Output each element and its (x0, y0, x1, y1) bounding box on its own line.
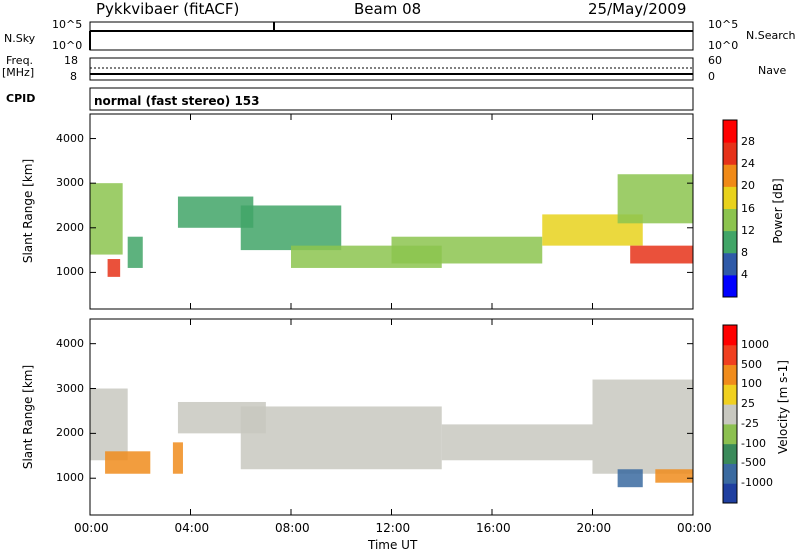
xtick-label-1: 04:00 (174, 521, 210, 535)
velocity-panel-ytick-label-2: 3000 (56, 381, 84, 395)
velocity-panel-band-4 (240, 406, 442, 470)
power-panel-band-0 (90, 183, 123, 255)
power-panel-colorbar-tick-1: 24 (741, 157, 755, 171)
power-panel-ytick-label-0: 1000 (56, 265, 84, 279)
nave-tick-top: 60 (708, 54, 722, 67)
velocity-panel-colorbar-swatch-6 (723, 364, 737, 385)
velocity-panel-colorbar-tick-6: -500 (741, 456, 766, 470)
power-panel-band-9 (617, 174, 693, 224)
velocity-panel-colorbar-swatch-4 (723, 404, 737, 425)
nsky-panel-frame (89, 21, 694, 51)
power-panel-colorbar-tick-5: 8 (741, 245, 748, 259)
power-panel-band-1 (107, 259, 121, 277)
date-label: 25/May/2009 (588, 0, 687, 18)
power-panel-colorbar-swatch-3 (723, 208, 737, 232)
power-panel-colorbar-tick-4: 12 (741, 223, 755, 237)
power-panel-colorbar-tick-6: 4 (741, 267, 748, 281)
velocity-panel-band-7 (617, 469, 643, 488)
power-panel-colorbar-swatch-7 (723, 120, 737, 143)
velocity-panel-colorbar-swatch-5 (723, 384, 737, 405)
nsky-tick-top: 10^5 (52, 18, 83, 31)
power-panel-colorbar-swatch-1 (723, 252, 737, 276)
nsearch-label: N.Search (746, 29, 796, 42)
velocity-ylabel: Slant Range [km] (21, 364, 35, 470)
power-ylabel: Slant Range [km] (21, 158, 35, 264)
velocity-panel-ytick-label-0: 1000 (56, 471, 84, 485)
velocity-panel-colorbar-swatch-3 (723, 423, 737, 445)
x-axis-title: Time UT (368, 538, 418, 552)
velocity-colorbar-label: Velocity [m s-1] (776, 360, 790, 454)
velocity-panel-band-0 (90, 388, 128, 461)
power-panel-colorbar-swatch-4 (723, 186, 737, 209)
velocity-panel-colorbar-tick-5: -100 (741, 436, 766, 450)
power-colorbar-label: Power [dB] (771, 178, 785, 244)
velocity-panel-colorbar-tick-1: 500 (741, 357, 762, 371)
cpid-value: normal (fast stereo) 153 (94, 94, 260, 108)
velocity-panel-band-5 (441, 424, 593, 461)
power-panel-ytick-label-3: 4000 (56, 131, 84, 145)
xtick-label-5: 20:00 (576, 521, 612, 535)
velocity-panel-colorbar-swatch-0 (723, 483, 737, 504)
nsearch-tick-top: 10^5 (708, 18, 739, 31)
velocity-panel-ytick-label-3: 4000 (56, 336, 84, 350)
power-panel-colorbar-tick-2: 20 (741, 179, 755, 193)
power-colorbar (722, 119, 738, 298)
freq-label: Freq. (6, 54, 34, 67)
beam-label: Beam 08 (354, 0, 422, 18)
velocity-panel-colorbar-swatch-8 (723, 325, 737, 346)
freq-tick-bottom: 8 (70, 70, 77, 83)
freq-unit: [MHz] (2, 66, 35, 79)
velocity-panel-colorbar-swatch-1 (723, 463, 737, 484)
power-panel-band-6 (391, 236, 543, 264)
nave-label: Nave (758, 64, 787, 77)
velocity-panel-colorbar-tick-0: 1000 (741, 337, 769, 351)
power-panel-colorbar-swatch-5 (723, 164, 737, 187)
xtick-label-4: 16:00 (476, 521, 511, 535)
velocity-panel-colorbar-swatch-7 (723, 344, 737, 366)
power-panel-band-4 (240, 205, 342, 251)
velocity-panel-band-2 (172, 442, 183, 474)
chart-title: Pykkvibaer (fitACF) (96, 0, 240, 18)
power-panel-colorbar-swatch-6 (723, 142, 737, 165)
nsky-tick-bottom: 10^0 (52, 39, 83, 52)
velocity-colorbar (722, 324, 738, 504)
power-panel-colorbar-swatch-0 (723, 274, 737, 298)
power-panel-band-2 (127, 236, 143, 268)
nsearch-tick-bottom: 10^0 (708, 39, 739, 52)
velocity-panel-band-8 (655, 469, 693, 483)
velocity-panel-ytick-label-1: 2000 (56, 426, 84, 440)
power-panel-marks (90, 174, 693, 277)
nsky-label: N.Sky (4, 32, 36, 45)
xtick-label-2: 08:00 (275, 521, 310, 535)
velocity-panel-band-6 (592, 379, 693, 474)
velocity-panel-band-1 (105, 451, 151, 474)
velocity-panel-colorbar-swatch-2 (723, 443, 737, 464)
velocity-panel-marks (90, 379, 693, 488)
xtick-label-3: 12:00 (375, 521, 411, 535)
power-panel-colorbar-tick-0: 28 (741, 135, 755, 149)
velocity-panel-colorbar-tick-4: -25 (741, 416, 759, 430)
cpid-label: CPID (6, 92, 36, 105)
power-panel-colorbar-swatch-2 (723, 230, 737, 254)
axis-ticks (89, 114, 694, 515)
power-panel-colorbar-frame (722, 119, 738, 298)
freq-tick-top: 18 (64, 54, 78, 67)
power-panel-ytick-label-1: 2000 (56, 220, 84, 234)
nave-tick-bottom: 0 (708, 70, 715, 83)
power-panel-band-8 (630, 245, 693, 264)
freq-panel-frame (89, 57, 694, 81)
velocity-panel-colorbar-tick-3: 25 (741, 397, 755, 411)
xtick-label-0: 00:00 (74, 521, 109, 535)
cpid-panel-frame (89, 87, 694, 111)
power-panel-colorbar-tick-3: 16 (741, 201, 755, 215)
velocity-panel-colorbar-frame (722, 324, 738, 504)
velocity-panel-colorbar-tick-2: 100 (741, 377, 762, 391)
xtick-label-6: 00:00 (677, 521, 712, 535)
velocity-panel-colorbar-tick-7: -1000 (741, 476, 773, 490)
power-panel-ytick-label-2: 3000 (56, 176, 84, 190)
